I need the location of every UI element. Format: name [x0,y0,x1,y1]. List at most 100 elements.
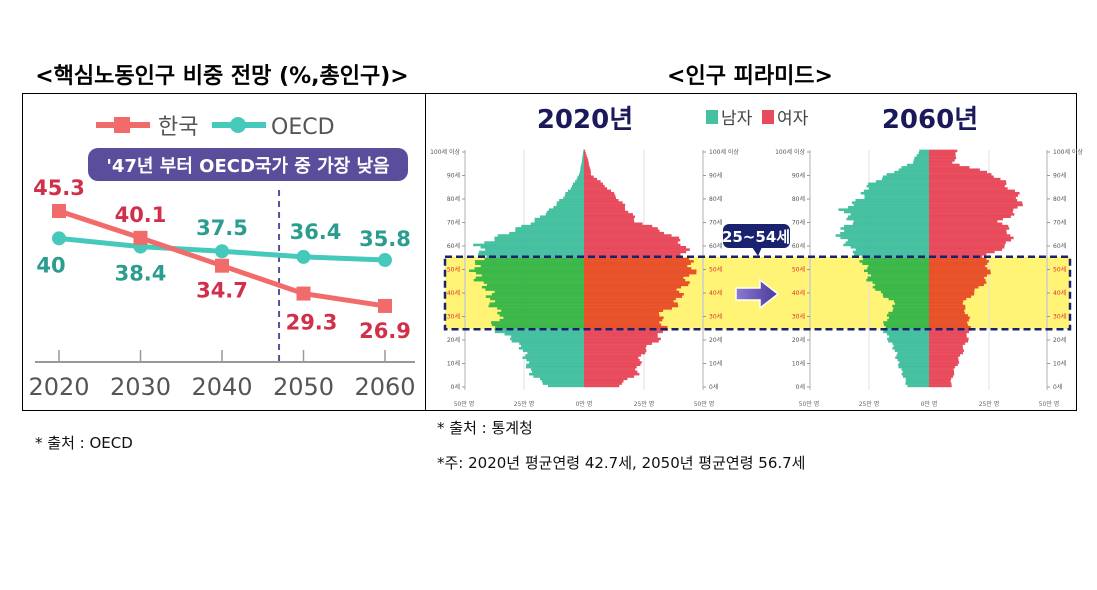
age-tick-label: 20세 [709,336,722,344]
bar-female-age [929,271,991,275]
x-tick-label: 25만 명 [634,400,655,408]
bar-male-age [893,307,929,310]
bar-male-age [882,175,929,179]
bar-female-age [584,309,664,312]
bar-male-age [893,344,929,348]
bar-male-age [469,269,584,273]
bar-male-age [577,175,584,179]
bar-female-age [929,356,959,359]
line-chart: 2020 2030 2040 2050 2060 40 38.4 37.5 36.4 35.8 45… [28,176,415,401]
bar-male-age [850,246,929,249]
bar-male-age [515,227,584,230]
x-tick-label: 50만 명 [1039,400,1060,408]
bar-female-age [584,248,690,251]
bar-male-age [494,330,584,334]
bar-female-age [584,201,623,204]
age-tick-label: 90세 [447,172,460,180]
bar-male-age [883,323,929,327]
bar-male-age [846,217,929,221]
bar-female-age [584,347,646,350]
bubble-pointer [752,247,762,256]
bar-male-age [542,382,584,385]
age-tick-label: 60세 [709,242,722,250]
x-tick-label: 50만 명 [799,400,820,408]
bar-female-age [929,241,1006,244]
age-tick-label: 100세 이상 [709,148,739,156]
bar-female-age [929,335,967,338]
bar-male-age [892,342,929,345]
bar-male-age [572,182,584,186]
bar-female-age [929,344,963,348]
bar-female-age [929,361,960,364]
bar-male-age [485,288,584,291]
bar-female-age [584,163,590,167]
bar-female-age [929,187,1008,190]
bar-female-age [929,238,1012,242]
annotation-badge [88,148,408,181]
bar-male-age [880,290,929,294]
bar-male-age [901,372,929,376]
bar-male-age [847,238,929,242]
bar-female-age [929,316,970,320]
bar-female-age [584,332,658,336]
bar-male-age [563,196,584,200]
bar-male-age [889,335,929,338]
bar-female-age [929,201,1023,204]
bar-female-age [584,231,665,235]
bar-female-age [929,196,1016,200]
bar-female-age [929,363,958,367]
age-tick-label: 90세 [709,172,722,180]
right-arrow-icon [735,278,780,310]
bar-male-age [527,351,584,355]
age-tick-label: 70세 [447,219,460,227]
bar-female-age [929,267,988,270]
bar-male-age [499,318,584,322]
bar-male-age [521,224,584,228]
bar-male-age [534,220,584,223]
bar-female-age [584,196,617,200]
bar-male-age [854,253,929,256]
bar-male-age [913,161,929,164]
bar-female-age [584,281,690,284]
bar-female-age [584,307,672,310]
bar-male-age [533,375,584,378]
bar-male-age [567,189,584,193]
bar-male-age [480,264,584,268]
bar-female-age [929,382,952,385]
bar-female-age [584,375,635,378]
bar-female-age [584,300,674,303]
bar-male-age [580,166,584,169]
bar-female-age [929,295,972,298]
bar-male-age [868,264,929,268]
bar-male-age [883,295,929,298]
bar-female-age [929,217,1003,221]
data-label: 36.4 [290,220,342,244]
bar-male-age [581,161,584,164]
source-oecd: * 출처 : OECD [35,434,133,452]
bar-male-age [497,234,584,237]
bar-female-age [929,182,1007,186]
bar-female-age [929,290,975,294]
bar-female-age [584,314,660,317]
bar-male-age [919,149,929,153]
bar-female-age [584,199,619,202]
bar-male-age [475,271,584,275]
data-label: 37.5 [196,216,248,240]
bar-female-age [584,344,647,348]
bar-female-age [929,227,1010,230]
bar-male-age [844,229,929,233]
bar-male-age [886,173,929,176]
bar-female-age [929,163,960,167]
bar-male-age [899,361,929,364]
bar-male-age [581,159,584,162]
age-tick-label: 50세 [792,266,805,274]
bar-male-age [530,222,584,226]
bar-male-age [483,281,584,284]
age-tick-label: 60세 [792,242,805,250]
bar-male-age [583,149,584,153]
bar-male-age [530,368,584,371]
bar-female-age [929,365,956,369]
bar-female-age [584,316,664,320]
bar-female-age [584,363,641,367]
